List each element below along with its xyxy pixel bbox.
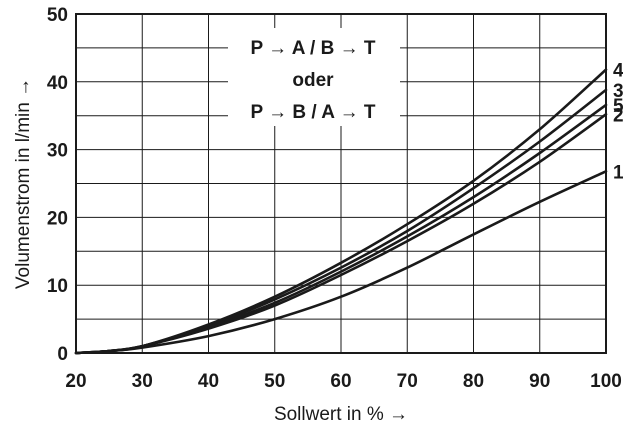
x-tick-label: 40 bbox=[198, 371, 219, 392]
series-label-4: 4 bbox=[613, 61, 623, 82]
flow-curves bbox=[74, 68, 608, 355]
x-tick-label: 70 bbox=[397, 371, 418, 392]
y-tick-label: 30 bbox=[47, 141, 68, 162]
x-tick-label: 50 bbox=[264, 371, 285, 392]
x-axis-ticks: 20 30 40 50 60 70 80 90 100 bbox=[65, 371, 621, 392]
series-label-1: 1 bbox=[613, 162, 623, 183]
y-axis-ticks: 0 10 20 30 40 50 bbox=[47, 5, 68, 365]
y-tick-label: 50 bbox=[47, 5, 68, 26]
x-tick-label: 20 bbox=[65, 371, 86, 392]
y-axis-title: Volumenstrom in l/min → bbox=[13, 78, 34, 289]
annotation-box: P → A / B → T oder P → B / A → T bbox=[228, 28, 400, 126]
y-tick-label: 40 bbox=[47, 73, 68, 94]
annotation-line-1: P → A / B → T bbox=[251, 38, 376, 59]
y-tick-label: 0 bbox=[57, 344, 68, 365]
x-tick-label: 30 bbox=[132, 371, 153, 392]
x-tick-label: 60 bbox=[330, 371, 351, 392]
x-tick-label: 80 bbox=[463, 371, 484, 392]
x-axis-title: Sollwert in % → bbox=[274, 404, 408, 425]
x-tick-label: 90 bbox=[529, 371, 550, 392]
annotation-line-3: P → B / A → T bbox=[251, 102, 376, 123]
series-line-4 bbox=[74, 68, 608, 355]
annotation-background bbox=[228, 28, 400, 126]
series-label-2: 2 bbox=[613, 105, 623, 126]
y-tick-label: 10 bbox=[47, 276, 68, 297]
series-label-3: 3 bbox=[613, 81, 623, 102]
plot-frame bbox=[75, 13, 607, 354]
annotation-line-2: oder bbox=[292, 70, 334, 91]
y-tick-label: 20 bbox=[47, 208, 68, 229]
series-label-5: 5 bbox=[613, 96, 623, 117]
x-tick-label: 100 bbox=[590, 371, 622, 392]
